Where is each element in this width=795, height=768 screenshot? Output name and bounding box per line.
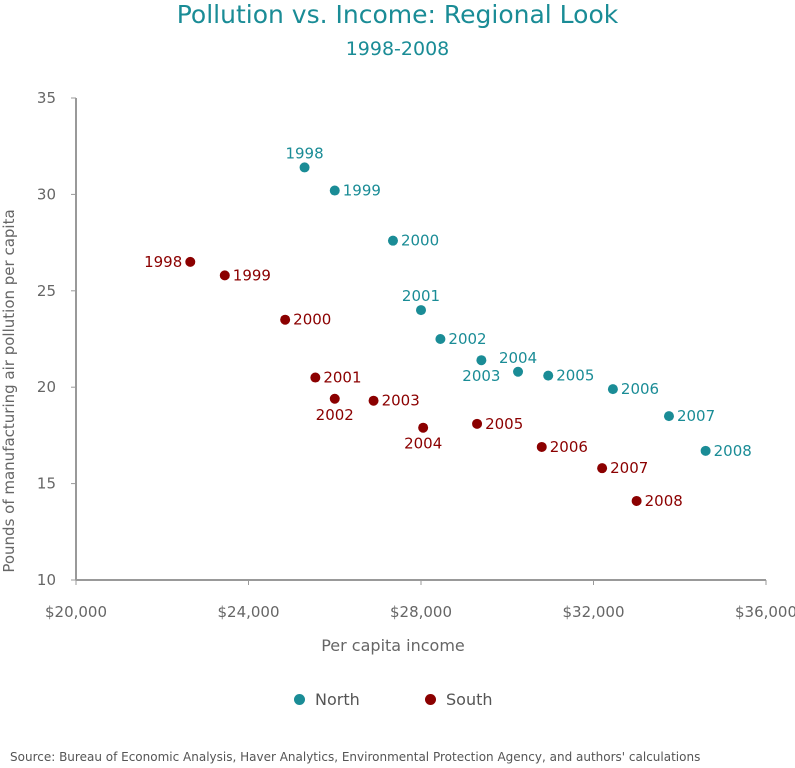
south-point <box>472 418 483 429</box>
south-point-label: 1998 <box>144 253 182 271</box>
south-point <box>631 495 642 506</box>
south-point-label: 2000 <box>293 311 331 329</box>
south-point <box>329 393 340 404</box>
south-point-label: 2004 <box>404 435 442 453</box>
legend-north-label: North <box>315 690 360 709</box>
scatter-chart: 10 15 20 25 30 35 $20,000 $24,000 $28,000 $32,000… <box>0 89 795 655</box>
legend-south-label: South <box>446 690 493 709</box>
north-point <box>513 366 524 377</box>
y-tick-label: 25 <box>37 282 56 300</box>
north-point <box>435 334 446 344</box>
north-point-label: 2001 <box>402 287 440 305</box>
north-point-label: 2005 <box>556 367 594 385</box>
x-tick-label: $36,000 <box>735 603 795 621</box>
y-tick-label: 20 <box>37 378 56 396</box>
south-point-label: 2007 <box>610 459 648 477</box>
north-point-label: 1998 <box>285 144 323 162</box>
south-point-label: 1999 <box>233 266 271 284</box>
south-point <box>185 256 196 267</box>
north-point <box>607 384 618 395</box>
north-point-label: 2008 <box>714 442 752 460</box>
y-tick-label: 10 <box>37 571 56 589</box>
chart-title: Pollution vs. Income: Regional Look <box>176 0 619 29</box>
north-point-label: 2007 <box>677 407 715 425</box>
south-point-label: 2006 <box>550 438 588 456</box>
north-point <box>700 445 711 456</box>
north-point <box>299 162 310 173</box>
legend-north-marker <box>294 694 305 705</box>
south-point <box>280 314 291 325</box>
x-tick-label: $28,000 <box>390 603 452 621</box>
source-note: Source: Bureau of Economic Analysis, Hav… <box>10 750 701 764</box>
south-point-label: 2005 <box>485 415 523 433</box>
south-point <box>368 395 379 406</box>
north-point <box>543 370 554 381</box>
north-point <box>476 355 487 366</box>
north-point-label: 2002 <box>448 330 486 348</box>
north-point <box>329 185 340 196</box>
south-point-label: 2003 <box>382 392 420 410</box>
y-axis-label: Pounds of manufacturing air pollution pe… <box>0 209 18 572</box>
legend-south-marker <box>425 694 436 705</box>
y-tick-label: 30 <box>37 185 56 203</box>
south-point <box>310 372 321 383</box>
north-point-label: 2003 <box>462 367 500 385</box>
south-point <box>536 441 547 452</box>
north-point-label: 2000 <box>401 232 439 250</box>
north-point <box>387 235 398 246</box>
south-point-label: 2002 <box>316 406 354 424</box>
y-tick-label: 35 <box>37 89 56 107</box>
south-point <box>597 463 608 474</box>
north-point-label: 2004 <box>499 349 537 367</box>
x-axis-label: Per capita income <box>321 636 465 655</box>
north-point-label: 2006 <box>621 380 659 398</box>
legend-item-south: South <box>425 690 493 709</box>
x-tick-label: $32,000 <box>562 603 624 621</box>
north-point <box>663 411 674 422</box>
south-point-label: 2001 <box>323 369 361 387</box>
north-point-label: 1999 <box>343 182 381 200</box>
chart-subtitle: 1998-2008 <box>345 38 450 60</box>
x-tick-label: $20,000 <box>45 603 107 621</box>
y-tick-label: 15 <box>37 475 56 493</box>
north-point <box>416 305 426 316</box>
legend-item-north: North <box>294 690 360 709</box>
x-tick-label: $24,000 <box>217 603 279 621</box>
south-point <box>219 270 230 281</box>
south-point-label: 2008 <box>645 492 683 510</box>
south-point <box>418 422 429 433</box>
